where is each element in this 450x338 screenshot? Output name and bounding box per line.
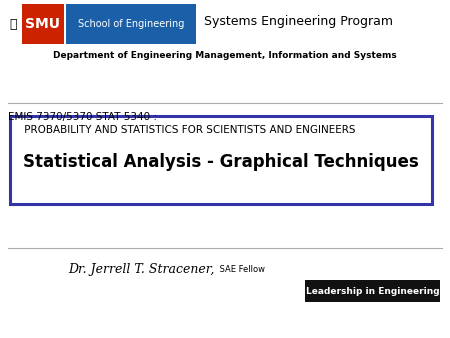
Text: Leadership in Engineering: Leadership in Engineering <box>306 287 439 295</box>
Text: Systems Engineering Program: Systems Engineering Program <box>204 16 393 28</box>
Text: Statistical Analysis - Graphical Techniques: Statistical Analysis - Graphical Techniq… <box>23 153 419 171</box>
Text: 🏛: 🏛 <box>9 18 17 30</box>
Text: SAE Fellow: SAE Fellow <box>217 266 265 274</box>
Text: Department of Engineering Management, Information and Systems: Department of Engineering Management, In… <box>53 51 397 61</box>
Bar <box>305 280 440 302</box>
Text: PROBABILITY AND STATISTICS FOR SCIENTISTS AND ENGINEERS: PROBABILITY AND STATISTICS FOR SCIENTIST… <box>8 125 356 135</box>
Text: EMIS 7370/5370 STAT 5340 :: EMIS 7370/5370 STAT 5340 : <box>8 112 157 122</box>
Text: Dr. Jerrell T. Stracener,: Dr. Jerrell T. Stracener, <box>68 264 215 276</box>
Bar <box>66 4 196 44</box>
Bar <box>22 4 64 44</box>
Bar <box>10 116 432 204</box>
Text: SMU: SMU <box>26 17 60 31</box>
Text: School of Engineering: School of Engineering <box>78 19 184 29</box>
